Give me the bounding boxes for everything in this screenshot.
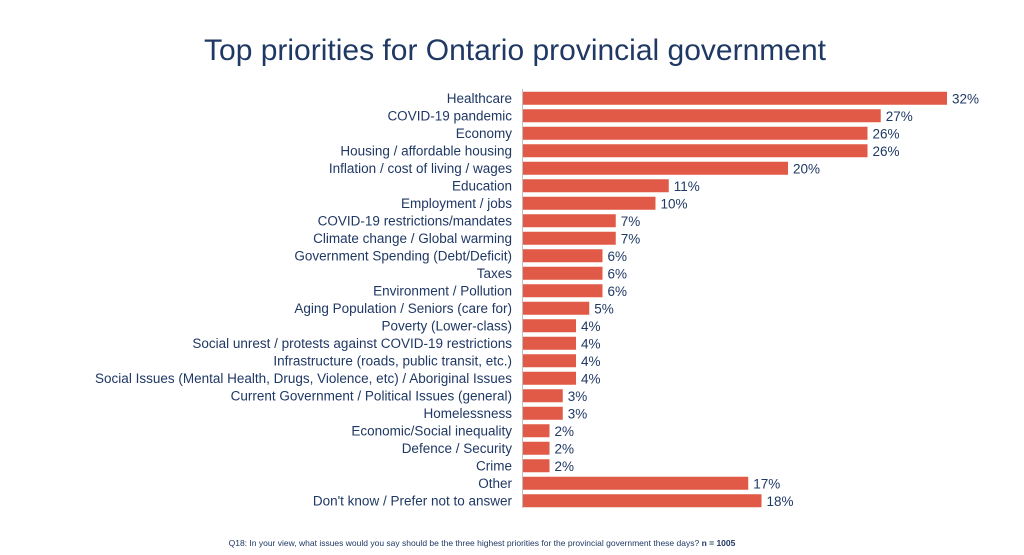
category-label-24: Don't know / Prefer not to answer [313, 493, 513, 508]
bar-21 [523, 441, 550, 455]
bar-2 [523, 109, 881, 123]
value-label-1: 32% [952, 91, 979, 106]
category-label-23: Other [478, 476, 512, 491]
value-label-14: 4% [581, 319, 601, 334]
value-label-8: 7% [621, 214, 641, 229]
bar-4 [523, 144, 868, 158]
value-label-2: 27% [886, 109, 913, 124]
category-label-20: Economic/Social inequality [351, 423, 512, 438]
value-label-11: 6% [608, 266, 628, 281]
category-label-4: Housing / affordable housing [340, 143, 512, 158]
category-label-16: Infrastructure (roads, public transit, e… [273, 353, 512, 368]
value-label-9: 7% [621, 231, 641, 246]
bar-6 [523, 179, 669, 193]
value-label-15: 4% [581, 336, 601, 351]
value-label-13: 5% [594, 301, 614, 316]
bar-11 [523, 266, 603, 280]
footnote-question: Q18: In your view, what issues would you… [228, 538, 702, 548]
value-label-19: 3% [568, 406, 588, 421]
category-label-3: Economy [456, 126, 513, 141]
category-label-18: Current Government / Political Issues (g… [231, 388, 512, 403]
category-label-5: Inflation / cost of living / wages [329, 161, 512, 176]
bar-16 [523, 354, 576, 368]
bar-23 [523, 476, 749, 490]
value-label-22: 2% [555, 459, 575, 474]
bar-22 [523, 459, 550, 473]
value-label-16: 4% [581, 354, 601, 369]
value-label-17: 4% [581, 371, 601, 386]
value-label-4: 26% [873, 144, 900, 159]
category-label-22: Crime [476, 458, 512, 473]
footnote: Q18: In your view, what issues would you… [0, 538, 964, 548]
value-label-3: 26% [873, 126, 900, 141]
category-label-10: Government Spending (Debt/Deficit) [294, 248, 512, 263]
category-label-2: COVID-19 pandemic [387, 108, 512, 123]
value-label-7: 10% [661, 196, 688, 211]
category-labels-group: Healthcare COVID-19 pandemic Economy Housin… [95, 91, 512, 509]
category-label-14: Poverty (Lower-class) [381, 318, 512, 333]
category-label-9: Climate change / Global warming [313, 231, 512, 246]
bar-10 [523, 249, 603, 263]
footnote-sample-size: n = 1005 [701, 538, 736, 548]
bar-3 [523, 126, 868, 140]
category-label-11: Taxes [477, 266, 513, 281]
bar-7 [523, 196, 656, 210]
value-label-10: 6% [608, 249, 628, 264]
value-label-21: 2% [555, 441, 575, 456]
value-labels-group: 32% 27% 26% 26% 20% 11% 10% 7% 7% 6% 6% 6% 5% 4% 4% 4% 4… [555, 91, 980, 509]
value-label-24: 18% [767, 494, 794, 509]
bar-9 [523, 231, 616, 245]
category-label-6: Education [452, 178, 512, 193]
bar-5 [523, 161, 788, 175]
category-label-12: Environment / Pollution [373, 283, 512, 298]
category-label-1: Healthcare [447, 91, 512, 106]
value-label-5: 20% [793, 161, 820, 176]
category-label-19: Homelessness [423, 406, 512, 421]
value-label-18: 3% [568, 389, 588, 404]
bar-8 [523, 214, 616, 228]
category-label-21: Defence / Security [402, 441, 513, 456]
value-label-20: 2% [555, 424, 575, 439]
category-label-8: COVID-19 restrictions/mandates [318, 213, 513, 228]
bar-15 [523, 336, 576, 350]
value-label-23: 17% [753, 476, 780, 491]
bar-17 [523, 371, 576, 385]
category-label-15: Social unrest / protests against COVID-1… [192, 336, 512, 351]
chart-title: Top priorities for Ontario provincial go… [204, 34, 826, 67]
value-label-6: 11% [674, 179, 700, 194]
bar-13 [523, 301, 590, 315]
bar-24 [523, 494, 762, 508]
bar-14 [523, 319, 576, 333]
category-label-13: Aging Population / Seniors (care for) [294, 301, 512, 316]
bar-1 [523, 91, 947, 105]
value-label-12: 6% [608, 284, 628, 299]
bars-group [523, 91, 947, 508]
category-label-17: Social Issues (Mental Health, Drugs, Vio… [95, 371, 512, 386]
bar-12 [523, 284, 603, 298]
bar-19 [523, 406, 563, 420]
bar-18 [523, 389, 563, 403]
bar-20 [523, 424, 550, 438]
category-label-7: Employment / jobs [401, 196, 512, 211]
